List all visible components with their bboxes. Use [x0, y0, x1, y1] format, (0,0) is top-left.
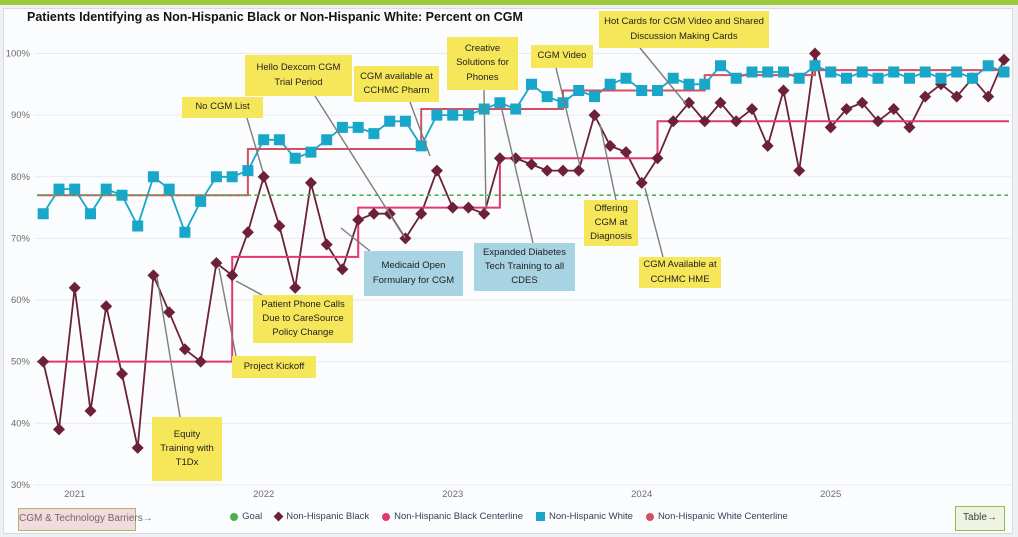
- legend-label: Non-Hispanic White Centerline: [657, 511, 788, 522]
- annotation-hello-dexcom-trial: Hello Dexcom CGM Trial Period: [245, 55, 352, 96]
- legend-label: Non-Hispanic Black Centerline: [394, 511, 523, 522]
- annotation-expanded-diabetes-tech-training: Expanded Diabetes Tech Training to all CDE…: [474, 243, 575, 291]
- annotation-patient-phone-calls: Patient Phone Calls Due to CareSource Poli…: [253, 295, 353, 343]
- annotation-cgm-video: CGM Video: [531, 45, 593, 68]
- legend-label: Non-Hispanic White: [548, 511, 633, 522]
- legend-item-non-hispanic-black[interactable]: Non-Hispanic Black: [273, 511, 370, 522]
- annotation-creative-solutions-phones: Creative Solutions for Phones: [447, 37, 518, 90]
- top-accent-bar: [0, 0, 1018, 5]
- annotation-cgm-available-cchmc-pharm: CGM available at CCHMC Pharm: [354, 66, 439, 102]
- table-button[interactable]: Table→: [955, 506, 1005, 531]
- square-marker-icon: [535, 512, 545, 521]
- diamond-marker-icon: [273, 511, 284, 522]
- circle-marker-icon: [645, 512, 654, 521]
- annotation-hot-cards: Hot Cards for CGM Video and Shared Discus…: [599, 11, 769, 48]
- chart-legend: Goal Non-Hispanic Black Non-Hispanic Black…: [0, 511, 1018, 522]
- annotation-medicaid-open-formulary: Medicaid Open Formulary for CGM: [364, 251, 463, 296]
- annotation-equity-training-t1dx: Equity Training with T1Dx: [152, 417, 222, 481]
- legend-item-non-hispanic-white-centerline[interactable]: Non-Hispanic White Centerline: [645, 511, 788, 522]
- legend-item-goal[interactable]: Goal: [230, 511, 262, 522]
- annotation-offering-cgm-at-diagnosis: Offering CGM at Diagnosis: [584, 200, 638, 246]
- legend-label: Non-Hispanic Black: [286, 511, 370, 522]
- annotation-cgm-available-cchmc-hme: CGM Available at CCHMC HME: [639, 257, 721, 288]
- legend-item-non-hispanic-black-centerline[interactable]: Non-Hispanic Black Centerline: [382, 511, 523, 522]
- annotation-project-kickoff: Project Kickoff: [232, 356, 316, 378]
- cgm-technology-barriers-button[interactable]: CGM & Technology Barriers→: [18, 508, 153, 531]
- circle-marker-icon: [230, 512, 239, 521]
- legend-label: Goal: [242, 511, 263, 522]
- page-title: Patients Identifying as Non-Hispanic Bla…: [27, 10, 523, 24]
- circle-marker-icon: [382, 512, 391, 521]
- annotation-no-cgm-list: No CGM List: [182, 97, 263, 118]
- legend-item-non-hispanic-white[interactable]: Non-Hispanic White: [535, 511, 633, 522]
